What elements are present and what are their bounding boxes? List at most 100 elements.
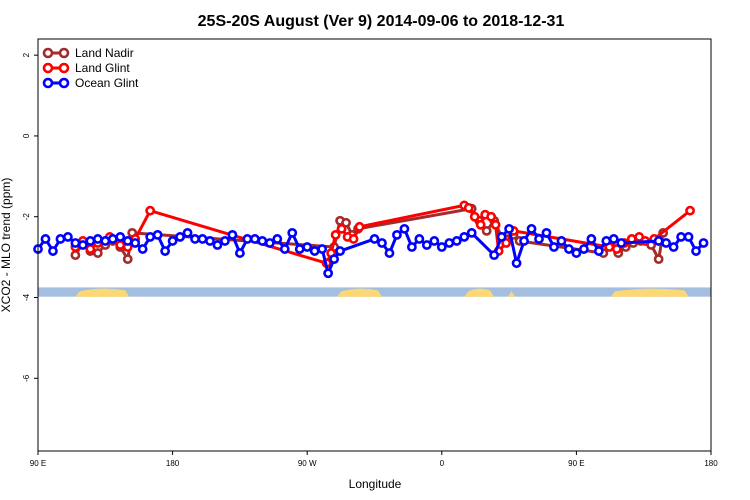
data-point: [490, 219, 501, 230]
land-segment: [464, 288, 495, 297]
data-point: [287, 227, 298, 238]
x-tick-label: 0: [440, 459, 445, 468]
data-point: [534, 234, 544, 244]
data-point: [501, 238, 512, 248]
data-point: [190, 234, 200, 244]
x-axis: 90 E 180 90 W 0 90 E 180: [30, 451, 718, 468]
data-point: [556, 236, 567, 246]
land-segment: [337, 288, 382, 297]
data-point: [70, 238, 81, 248]
data-point: [354, 221, 365, 232]
data-point: [578, 244, 589, 254]
legend-marker: [58, 77, 70, 89]
data-point: [85, 236, 96, 246]
y-tick-label: 2: [22, 52, 31, 57]
data-point: [40, 234, 51, 244]
land-segment: [610, 288, 689, 297]
data-point: [234, 248, 245, 258]
data-point: [220, 236, 230, 246]
data-point: [399, 223, 410, 234]
data-point: [92, 234, 103, 244]
y-axis: 2 0 -2 -4 -6: [22, 52, 38, 382]
data-point: [616, 238, 627, 248]
data-point: [279, 244, 290, 254]
data-point: [683, 232, 694, 242]
data-point: [341, 217, 351, 228]
plot-frame: [37, 38, 712, 452]
data-point: [336, 223, 347, 234]
data-point: [77, 240, 88, 250]
data-point: [115, 240, 126, 250]
data-point: [436, 242, 447, 252]
data-point: [160, 246, 171, 256]
data-point: [369, 234, 380, 244]
data-point: [122, 236, 133, 246]
data-point: [257, 236, 268, 246]
data-point: [145, 232, 156, 242]
data-point: [444, 238, 455, 248]
x-axis-label: Longitude: [349, 477, 402, 491]
data-point: [329, 254, 340, 265]
data-point: [564, 244, 574, 254]
data-point: [698, 238, 709, 248]
legend-marker: [58, 47, 70, 59]
data-point: [348, 234, 359, 244]
data-point: [330, 230, 341, 240]
land-segment: [75, 288, 130, 297]
data-point: [227, 230, 238, 240]
chart-title: 25S-20S August (Ver 9) 2014-09-06 to 201…: [198, 13, 565, 30]
legend-item: Ocean Glint: [42, 76, 139, 90]
data-point: [608, 234, 619, 244]
land-segment: [507, 288, 516, 297]
data-point: [541, 227, 552, 238]
legend-marker: [42, 62, 54, 74]
data-point: [429, 236, 440, 246]
data-point: [302, 242, 313, 252]
data-point: [115, 232, 126, 242]
data-point: [406, 242, 417, 252]
data-point: [377, 238, 387, 248]
data-point: [475, 219, 486, 230]
data-point: [137, 244, 148, 254]
data-point: [463, 202, 474, 213]
data-point: [152, 230, 163, 240]
data-point: [242, 234, 253, 244]
data-point: [107, 234, 118, 244]
y-axis-label: XCO2 - MLO trend (ppm): [0, 178, 13, 313]
x-tick-label: 180: [704, 459, 718, 468]
data-point: [668, 242, 679, 252]
x-tick-label: 90 W: [298, 459, 317, 468]
legend-item: Land Nadir: [42, 46, 134, 60]
series-layer: [33, 200, 709, 279]
data-point: [272, 234, 283, 244]
data-point: [571, 248, 582, 258]
data-point: [519, 236, 529, 246]
legend-label: Land Glint: [75, 61, 130, 75]
y-tick-label: -6: [22, 374, 31, 382]
data-point: [511, 258, 522, 269]
data-point: [676, 232, 686, 242]
data-point: [70, 250, 81, 260]
data-point: [335, 246, 346, 256]
x-tick-label: 90 E: [30, 459, 46, 468]
data-point: [601, 236, 612, 246]
data-point: [63, 232, 73, 242]
x-tick-label: 90 E: [568, 459, 584, 468]
data-point: [496, 232, 507, 242]
y-tick-label: -4: [22, 293, 31, 301]
data-point: [175, 232, 185, 242]
data-point: [414, 234, 425, 244]
data-point: [611, 244, 622, 254]
legend-item: Land Glint: [42, 61, 130, 75]
data-point: [586, 234, 597, 244]
data-point: [653, 236, 664, 246]
x-tick-label: 180: [166, 459, 180, 468]
data-point: [317, 244, 328, 254]
data-point: [392, 230, 402, 240]
data-point: [486, 211, 497, 222]
data-point: [481, 225, 492, 236]
data-point: [323, 268, 334, 279]
data-point: [55, 234, 66, 244]
data-point: [459, 232, 470, 242]
